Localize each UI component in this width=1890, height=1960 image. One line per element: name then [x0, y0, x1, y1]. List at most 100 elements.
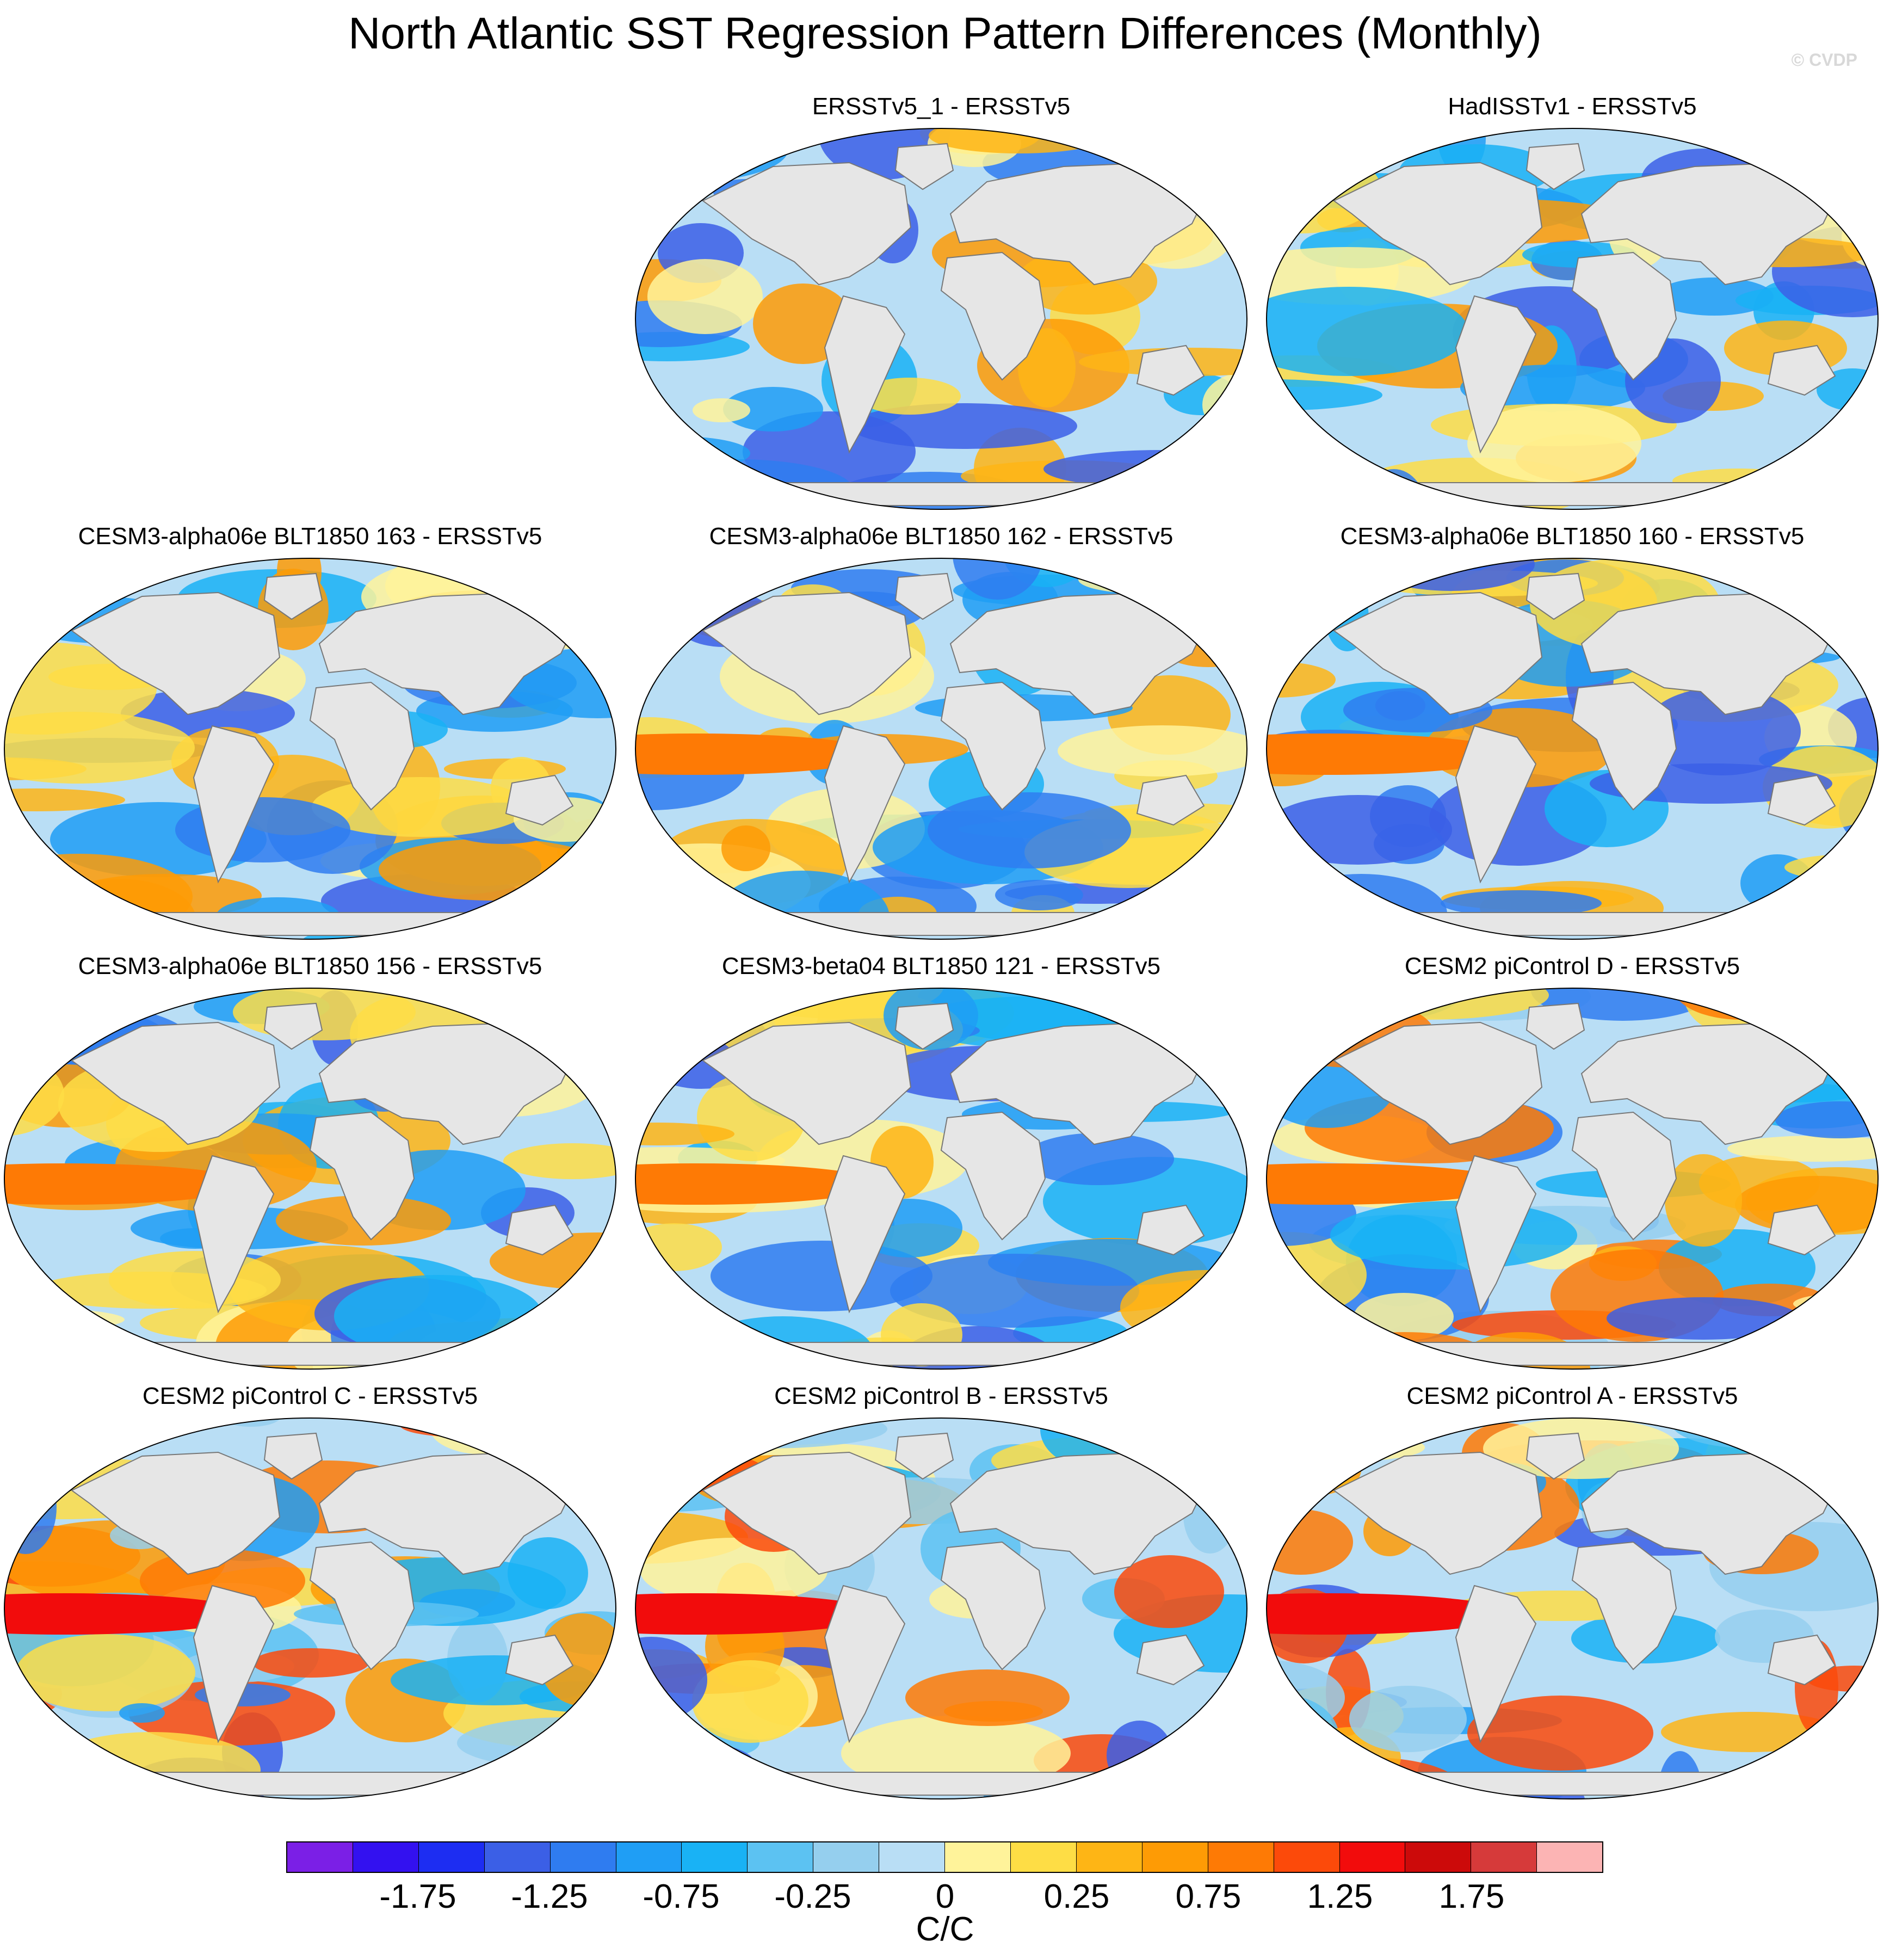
anomaly-region	[1189, 988, 1247, 1051]
colorbar-tick-label: 0.75	[1175, 1878, 1242, 1915]
land-mass	[263, 1432, 323, 1480]
anomaly-region	[1181, 477, 1247, 509]
map-panel: CESM2 piControl B - ERSSTv5	[631, 1382, 1251, 1812]
anomaly-region	[4, 892, 70, 929]
land-mass	[71, 1451, 281, 1575]
panel-title: CESM2 piControl A - ERSSTv5	[1406, 1383, 1738, 1409]
land-mass	[1327, 482, 1818, 506]
anomaly-region	[635, 1593, 881, 1635]
anomaly-region	[1078, 565, 1209, 594]
map-border	[635, 128, 1247, 510]
land-mass	[65, 1342, 555, 1366]
anomaly-region	[1267, 1297, 1325, 1369]
land-mass	[1767, 344, 1836, 396]
anomaly-region	[1101, 1418, 1247, 1450]
land-mass	[505, 1204, 574, 1256]
land-mass	[1525, 143, 1585, 190]
colorbar-swatch	[550, 1842, 616, 1872]
land-mass	[1455, 725, 1537, 884]
world-map	[635, 988, 1247, 1370]
colorbar-swatch	[287, 1842, 353, 1872]
anomaly-region	[10, 1028, 57, 1084]
colorbar-tick-label: 1.25	[1307, 1878, 1373, 1915]
land-mass	[1767, 1204, 1836, 1256]
land-mass	[505, 774, 574, 826]
anomaly-region	[711, 1241, 932, 1311]
colorbar-swatch	[616, 1842, 682, 1872]
anomaly-region	[1467, 404, 1641, 483]
anomaly-region	[1607, 1297, 1800, 1340]
map-panel: CESM3-alpha06e BLT1850 160 - ERSSTv5	[1262, 522, 1882, 952]
colorbar-tick-label: -1.25	[511, 1878, 588, 1915]
anomaly-region	[1104, 988, 1239, 1024]
panel-title: CESM2 piControl B - ERSSTv5	[774, 1383, 1108, 1409]
map-panel: CESM3-beta04 BLT1850 121 - ERSSTv5	[631, 952, 1251, 1382]
anomaly-region	[16, 1634, 195, 1711]
figure-title: North Atlantic SST Regression Pattern Di…	[348, 9, 1542, 58]
map-panel: CESM2 piControl A - ERSSTv5	[1262, 1382, 1882, 1812]
anomaly-region	[641, 128, 732, 183]
anomaly-region	[1267, 988, 1451, 996]
land-mass	[71, 1021, 281, 1145]
land-mass	[1136, 774, 1205, 826]
copyright-watermark: © CVDP	[1791, 50, 1857, 70]
land-mass	[318, 591, 580, 716]
map-panel: CESM3-alpha06e BLT1850 156 - ERSSTv5	[0, 952, 620, 1382]
anomaly-region	[647, 259, 763, 334]
colorbar-swatch	[1537, 1842, 1603, 1872]
colorbar	[286, 1841, 1603, 1873]
land-mass	[696, 912, 1187, 936]
land-mass	[1571, 1541, 1677, 1671]
anomaly-region	[640, 1538, 827, 1604]
anomaly-region	[4, 1593, 250, 1635]
anomaly-region	[400, 1418, 521, 1437]
land-mass	[1455, 1585, 1537, 1743]
map-border	[4, 1417, 616, 1799]
land-mass	[1136, 1204, 1205, 1256]
anomaly-region	[503, 1143, 616, 1179]
land-mass	[1525, 572, 1585, 620]
land-mass	[1333, 1021, 1543, 1145]
map-border	[635, 1417, 1247, 1799]
panel-title: CESM3-alpha06e BLT1850 156 - ERSSTv5	[78, 953, 542, 979]
land-mass	[894, 1002, 954, 1050]
anomaly-region	[1665, 1154, 1742, 1247]
land-mass	[1580, 591, 1843, 716]
anomaly-region	[1267, 287, 1468, 376]
anomaly-region	[790, 933, 837, 939]
anomaly-region	[1267, 1593, 1512, 1635]
anomaly-region	[1114, 1555, 1224, 1628]
anomaly-region	[928, 792, 1131, 868]
anomaly-region	[721, 825, 770, 871]
land-mass	[1327, 1342, 1818, 1366]
land-mass	[949, 591, 1212, 716]
land-mass	[1333, 162, 1543, 286]
panel-title: CESM3-alpha06e BLT1850 163 - ERSSTv5	[78, 523, 542, 550]
map-border	[635, 988, 1247, 1370]
map-panel: HadISSTv1 - ERSSTv5	[1262, 93, 1882, 522]
anomaly-region	[1441, 890, 1602, 916]
anomaly-region	[1783, 1418, 1859, 1480]
panel-title: CESM3-alpha06e BLT1850 160 - ERSSTv5	[1340, 523, 1805, 550]
land-mass	[309, 681, 415, 811]
land-mass	[702, 591, 912, 716]
land-mass	[1136, 344, 1205, 396]
panel-title: CESM2 piControl C - ERSSTv5	[142, 1383, 478, 1409]
map-border	[4, 988, 616, 1370]
anomaly-region	[1817, 1745, 1878, 1780]
colorbar-swatch	[748, 1842, 814, 1872]
map-panel: CESM3-alpha06e BLT1850 163 - ERSSTv5	[0, 522, 620, 952]
world-map	[1266, 558, 1879, 940]
anomaly-region	[1267, 247, 1472, 305]
anomaly-region	[4, 642, 157, 735]
land-mass	[1571, 681, 1677, 811]
anomaly-region	[1183, 1476, 1237, 1554]
land-mass	[65, 1772, 555, 1796]
map-border	[1266, 988, 1879, 1370]
world-map	[635, 558, 1247, 940]
land-mass	[949, 1021, 1212, 1145]
anomaly-region	[1133, 128, 1247, 179]
colorbar-swatch	[813, 1842, 880, 1872]
anomaly-region	[693, 398, 750, 422]
anomaly-region	[1267, 795, 1452, 865]
